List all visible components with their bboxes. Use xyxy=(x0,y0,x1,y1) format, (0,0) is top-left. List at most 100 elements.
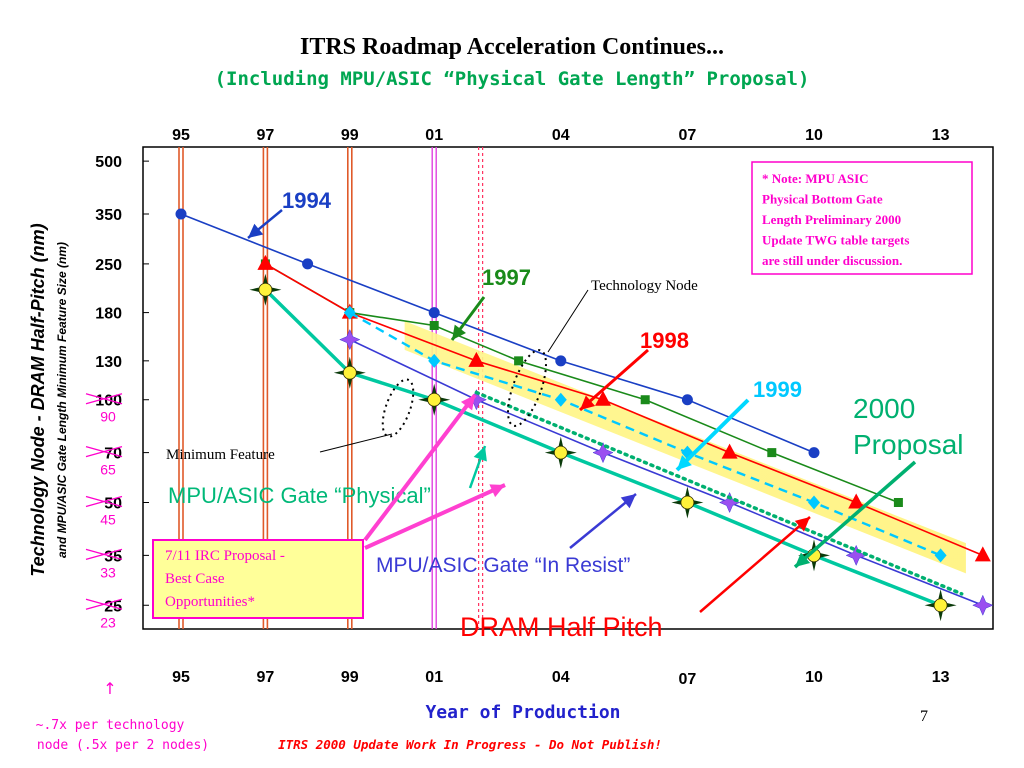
y-tick-pink-label: 65 xyxy=(100,462,116,478)
data-point xyxy=(681,394,693,406)
arrow-shaft xyxy=(793,460,917,569)
data-point xyxy=(514,356,524,366)
arrow-shaft xyxy=(699,516,811,613)
x-tick-bottom-label: 01 xyxy=(425,669,443,686)
label-1998: 1998 xyxy=(640,328,689,353)
arrow-head xyxy=(452,324,466,340)
x-tick-bottom-label: 95 xyxy=(172,669,190,686)
x-tick-top-label: 10 xyxy=(805,127,823,144)
arrow-shaft xyxy=(579,348,649,412)
note-line: Length Preliminary 2000 xyxy=(762,212,901,227)
data-point xyxy=(427,392,442,407)
arrow-1994 xyxy=(247,209,283,239)
strike-mark xyxy=(85,393,123,405)
data-point xyxy=(257,254,274,270)
slide-number: 7 xyxy=(920,708,928,725)
y-tick-pink-label: 23 xyxy=(100,614,116,630)
label-1999: 1999 xyxy=(753,377,802,402)
data-point xyxy=(640,395,650,405)
data-point xyxy=(258,282,273,297)
arrow-gate-in-resist xyxy=(569,493,637,549)
dram-trend-band xyxy=(404,321,966,574)
minimum-feature-oval xyxy=(381,378,415,438)
series-3 xyxy=(343,305,947,563)
note-line: Update TWG table targets xyxy=(762,233,909,248)
strike-mark xyxy=(85,445,123,458)
arrow-2000 xyxy=(793,460,917,569)
x-tick-bottom-label: 13 xyxy=(932,669,950,686)
y-tick-label: 500 xyxy=(95,154,122,171)
leader-line xyxy=(547,289,589,353)
arrow-head xyxy=(620,494,636,509)
strike-mark xyxy=(85,495,123,508)
data-point xyxy=(848,493,865,509)
data-point xyxy=(428,307,440,319)
data-point xyxy=(595,390,611,406)
label-2000: 2000 xyxy=(853,393,915,424)
y-tick-pink-label: 90 xyxy=(100,409,116,425)
arrow-shaft xyxy=(364,483,506,550)
data-point xyxy=(808,447,820,459)
x-axis-title: Year of Production xyxy=(425,702,620,723)
arrow-1999 xyxy=(675,398,750,472)
x-tick-top-label: 04 xyxy=(552,127,570,144)
arrow-irc-2 xyxy=(364,483,506,550)
label-dram-half-pitch: DRAM Half Pitch xyxy=(460,612,663,642)
series-6 xyxy=(474,390,964,596)
note-line: * Note: MPU ASIC xyxy=(762,171,869,186)
data-point xyxy=(429,320,439,330)
arrow-gate-physical xyxy=(468,445,487,489)
x-tick-top-label: 07 xyxy=(679,127,697,144)
x-tick-top-label: 13 xyxy=(932,127,950,144)
irc-proposal-box xyxy=(152,539,364,619)
arrow-head xyxy=(794,517,810,532)
note-line: are still under discussion. xyxy=(762,253,902,268)
x-tick-top-label: 99 xyxy=(341,127,359,144)
arrow-head xyxy=(677,455,692,470)
y-axis-subtitle: and MPU/ASIC Gate Length Minimum Feature… xyxy=(55,242,69,558)
data-point xyxy=(972,594,994,616)
y-tick-pink-label: 45 xyxy=(100,511,116,527)
y-tick-pink-label: 33 xyxy=(100,564,116,580)
arrow-head xyxy=(248,223,264,238)
up-arrow-icon: ↑ xyxy=(103,679,116,698)
data-point xyxy=(721,443,738,459)
x-tick-top-label: 01 xyxy=(425,127,443,144)
series-line xyxy=(349,311,942,557)
label-2000-proposal: Proposal xyxy=(853,429,964,460)
data-point xyxy=(554,392,567,407)
data-point xyxy=(468,351,485,367)
data-point xyxy=(680,495,695,510)
x-tick-bottom-label: 04 xyxy=(552,669,570,686)
data-point xyxy=(893,497,903,507)
data-point xyxy=(767,448,777,458)
y-tick-label: 250 xyxy=(95,257,122,274)
series-line xyxy=(349,338,984,606)
irc-line: Opportunities* xyxy=(165,594,255,610)
data-point xyxy=(555,355,567,367)
leader-line xyxy=(319,433,393,453)
data-point xyxy=(553,445,568,460)
arrow-head xyxy=(795,552,811,567)
series-0 xyxy=(175,208,820,459)
irc-line: 7/11 IRC Proposal - xyxy=(165,548,285,564)
arrow-1998 xyxy=(579,348,649,412)
arrow-head xyxy=(460,395,475,411)
x-tick-bottom-label: 10 xyxy=(805,669,823,686)
label-technology-node: Technology Node xyxy=(591,278,698,294)
data-point xyxy=(302,258,314,270)
data-point xyxy=(175,208,187,220)
label-gate-physical: MPU/ASIC Gate “Physical” xyxy=(168,483,431,508)
slide-subtitle: (Including MPU/ASIC “Physical Gate Lengt… xyxy=(214,68,810,90)
data-point xyxy=(808,495,820,510)
data-point xyxy=(428,353,441,368)
arrow-head xyxy=(473,446,487,462)
strike-mark xyxy=(85,598,123,610)
arrow-head xyxy=(489,484,505,498)
data-point xyxy=(933,598,948,613)
arrow-dram-half-pitch xyxy=(699,516,811,613)
y-tick-label: 180 xyxy=(95,306,122,323)
x-tick-bottom-label: 99 xyxy=(341,669,359,686)
data-point xyxy=(339,328,361,351)
